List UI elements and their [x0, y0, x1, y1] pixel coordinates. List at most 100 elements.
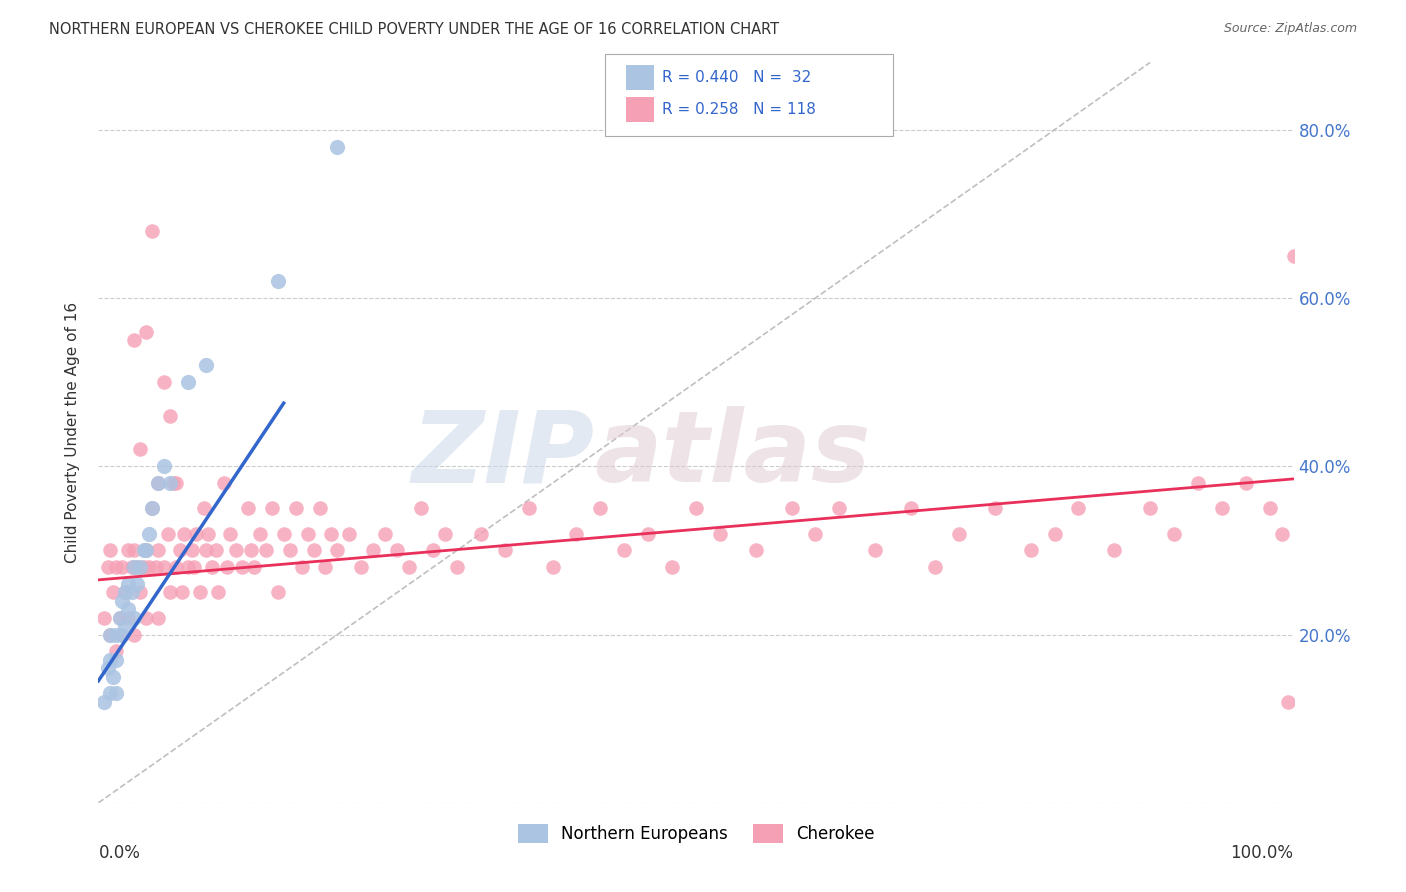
Point [105, 686, 128, 700]
Point [284, 501, 307, 516]
Point [267, 274, 290, 288]
Point [828, 501, 851, 516]
Point [297, 526, 319, 541]
Point [589, 501, 612, 516]
Point [105, 560, 128, 574]
Point [637, 526, 659, 541]
Point [204, 543, 226, 558]
Point [541, 560, 564, 574]
Point [159, 476, 181, 491]
Point [193, 501, 215, 516]
Point [195, 543, 218, 558]
Text: ZIP: ZIP [412, 407, 595, 503]
Point [1104, 543, 1126, 558]
Point [124, 333, 146, 347]
Point [121, 585, 143, 599]
Point [900, 501, 922, 516]
Point [183, 560, 205, 574]
Point [117, 602, 139, 616]
Point [411, 501, 433, 516]
Point [105, 653, 128, 667]
Point [709, 526, 731, 541]
Point [249, 526, 271, 541]
Point [159, 585, 181, 599]
Text: Source: ZipAtlas.com: Source: ZipAtlas.com [1223, 22, 1357, 36]
Point [129, 585, 152, 599]
Point [135, 325, 157, 339]
Point [98, 627, 122, 641]
Legend: Northern Europeans, Cherokee: Northern Europeans, Cherokee [510, 817, 882, 850]
Text: NORTHERN EUROPEAN VS CHEROKEE CHILD POVERTY UNDER THE AGE OF 16 CORRELATION CHAR: NORTHERN EUROPEAN VS CHEROKEE CHILD POVE… [49, 22, 779, 37]
Point [141, 224, 163, 238]
Point [1211, 501, 1233, 516]
Point [780, 501, 803, 516]
Y-axis label: Child Poverty Under the Age of 16: Child Poverty Under the Age of 16 [65, 302, 80, 563]
Point [93, 695, 115, 709]
Point [101, 585, 124, 599]
Text: R = 0.440   N =  32: R = 0.440 N = 32 [662, 70, 811, 85]
Point [1271, 526, 1294, 541]
Point [1277, 695, 1299, 709]
Point [114, 585, 136, 599]
Point [385, 543, 409, 558]
Point [125, 560, 148, 574]
Text: R = 0.258   N = 118: R = 0.258 N = 118 [662, 103, 815, 117]
Point [1139, 501, 1161, 516]
Point [108, 610, 131, 624]
Point [494, 543, 516, 558]
Point [124, 610, 146, 624]
Point [363, 543, 385, 558]
Point [124, 543, 146, 558]
Point [121, 560, 143, 574]
Point [201, 560, 224, 574]
Point [207, 585, 229, 599]
Point [374, 526, 396, 541]
Point [135, 610, 157, 624]
Point [278, 543, 301, 558]
Point [111, 627, 134, 641]
Point [148, 476, 170, 491]
Point [302, 543, 325, 558]
Point [195, 359, 218, 373]
Point [101, 670, 124, 684]
Point [1258, 501, 1281, 516]
Point [114, 619, 136, 633]
Point [197, 526, 219, 541]
Point [685, 501, 707, 516]
Point [188, 585, 211, 599]
Point [141, 501, 163, 516]
Point [924, 560, 946, 574]
Point [260, 501, 283, 516]
Point [517, 501, 540, 516]
Point [108, 610, 131, 624]
Point [162, 476, 184, 491]
Point [98, 543, 122, 558]
Point [236, 501, 259, 516]
Point [148, 476, 170, 491]
Point [1282, 249, 1305, 263]
Point [153, 375, 176, 389]
Point [470, 526, 492, 541]
Point [156, 526, 179, 541]
Point [159, 409, 181, 423]
Point [124, 560, 146, 574]
Point [117, 577, 139, 591]
Point [350, 560, 373, 574]
Point [398, 560, 420, 574]
Point [129, 442, 152, 457]
Point [326, 139, 349, 153]
Point [148, 610, 170, 624]
Point [661, 560, 683, 574]
Point [217, 560, 239, 574]
Point [865, 543, 887, 558]
Point [613, 543, 636, 558]
Point [225, 543, 247, 558]
Point [114, 585, 136, 599]
Point [231, 560, 253, 574]
Point [98, 653, 122, 667]
Point [169, 543, 191, 558]
Point [135, 543, 157, 558]
Point [138, 526, 160, 541]
Point [105, 627, 128, 641]
Point [177, 375, 200, 389]
